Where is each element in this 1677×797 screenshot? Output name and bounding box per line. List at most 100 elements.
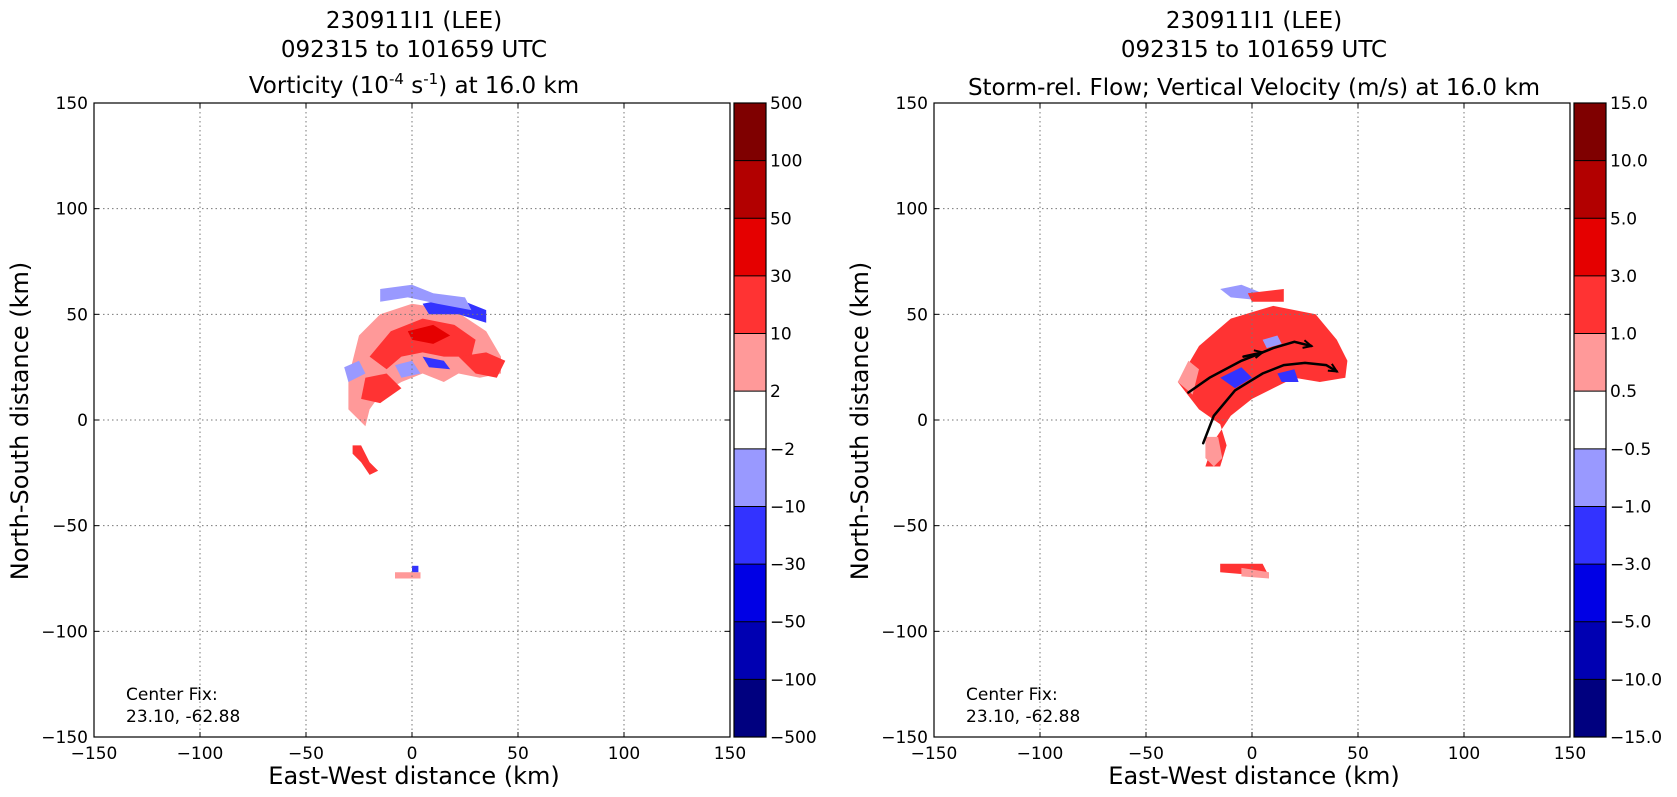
colorbar-tick-label: −500 (770, 728, 817, 748)
colorbar-segment (734, 564, 766, 622)
colorbar-tick-label: −50 (770, 613, 806, 633)
field-region (1277, 369, 1299, 382)
x-tick-label: 150 (1554, 744, 1586, 764)
colorbar-segment (734, 160, 766, 219)
streamline-arrowhead (1327, 363, 1339, 373)
panel-title-line2: 092315 to 101659 UTC (1121, 37, 1387, 63)
field-region (1177, 360, 1199, 395)
colorbar-tick-label: 30 (770, 267, 792, 287)
y-tick-label: −50 (52, 517, 88, 537)
panel-title-line1: 230911I1 (LEE) (326, 8, 502, 34)
colorbar-segment (1574, 275, 1606, 334)
field-region (407, 324, 451, 344)
field-region (422, 356, 451, 370)
field-region (1220, 367, 1252, 389)
y-tick-label: −150 (881, 728, 928, 748)
field-region (395, 360, 421, 378)
colorbar-segment (734, 218, 766, 276)
y-tick-label: −50 (892, 517, 928, 537)
y-tick-label: −150 (41, 728, 88, 748)
streamline-arrowhead (1302, 339, 1314, 349)
x-tick-label: −100 (1017, 744, 1064, 764)
colorbar-tick-label: −5.0 (1610, 613, 1651, 633)
colorbar-tick-label: −1.0 (1610, 497, 1651, 517)
colorbar-segment (1574, 621, 1606, 680)
colorbar-segment (734, 333, 766, 392)
center-fix-label: Center Fix: (126, 685, 218, 705)
colorbar-segment (1574, 564, 1606, 622)
colorbar-segment (734, 448, 766, 507)
y-tick-label: 150 (896, 94, 928, 114)
x-tick-label: 150 (714, 744, 746, 764)
colorbar-tick-label: 50 (770, 209, 792, 229)
x-tick-label: −100 (177, 744, 224, 764)
panel-title-line3: Vorticity (10-4 s-1) at 16.0 km (249, 70, 579, 99)
x-tick-label: 50 (1347, 744, 1369, 764)
colorbar-tick-label: −30 (770, 555, 806, 575)
colorbar-frame (733, 102, 767, 738)
colorbar-tick-label: −10.0 (1610, 670, 1662, 690)
colorbar-tick-label: 500 (770, 94, 802, 114)
colorbar-tick-label: 10.0 (1610, 152, 1648, 172)
colorbar-tick-label: −2 (770, 440, 795, 460)
x-tick-label: 0 (1247, 744, 1258, 764)
x-tick-label: 0 (407, 744, 418, 764)
colorbar-segment (1574, 103, 1606, 161)
y-tick-label: 0 (917, 411, 928, 431)
y-axis-label: North-South distance (km) (846, 262, 874, 581)
field-region (369, 318, 476, 370)
panel-title-line2: 092315 to 101659 UTC (281, 37, 547, 63)
x-tick-label: 100 (1448, 744, 1480, 764)
colorbar-segment (734, 275, 766, 334)
colorbar-tick-label: 5.0 (1610, 209, 1637, 229)
vorticity-plot-area: −150 −100 −50 0 50 100 150 150 100 50 0 −50 −100 −150 (41, 94, 746, 764)
vertical-velocity-colorbar: 15.0 10.0 5.0 3.0 1.0 0.5 −0.5 −1.0 −3.0 −5.0 −10.… (1573, 94, 1662, 748)
colorbar-tick-label: 1.0 (1610, 325, 1637, 345)
colorbar-tick-label: −15.0 (1610, 728, 1662, 748)
colorbar-segment (1574, 506, 1606, 565)
colorbar-tick-label: −10 (770, 497, 806, 517)
x-tick-label: −150 (71, 744, 118, 764)
x-axis-label: East-West distance (km) (268, 762, 559, 790)
field-region (352, 445, 379, 475)
colorbar-segment (734, 506, 766, 565)
field-region (1205, 436, 1223, 467)
y-tick-label: −100 (41, 622, 88, 642)
field-region (458, 352, 506, 378)
y-tick-label: 150 (56, 94, 88, 114)
center-fix-coordinates: 23.10, -62.88 (126, 707, 240, 727)
streamline (1242, 351, 1264, 358)
panel-title-line3: Storm-rel. Flow; Vertical Velocity (m/s)… (968, 75, 1540, 101)
colorbar-tick-label: 100 (770, 152, 802, 172)
colorbar-segment (734, 103, 766, 161)
streamline (1201, 361, 1339, 445)
colorbar-segment (1574, 448, 1606, 507)
colorbar-segment (1574, 391, 1606, 449)
panel-title-line1: 230911I1 (LEE) (1166, 8, 1342, 34)
colorbar-tick-label: 10 (770, 325, 792, 345)
colorbar-tick-label: 15.0 (1610, 94, 1648, 114)
colorbar-segment (734, 621, 766, 680)
colorbar-tick-label: 2 (770, 382, 781, 402)
y-tick-label: 100 (56, 200, 88, 220)
x-axis-label: East-West distance (km) (1108, 762, 1399, 790)
vorticity-colorbar: 500 100 50 30 10 2 −2 −10 −30 −50 −100 −500 (733, 94, 817, 748)
field-region (412, 565, 419, 573)
colorbar-tick-label: −0.5 (1610, 440, 1651, 460)
vertical-velocity-plot-area: −150 −100 −50 0 50 100 150 150 100 50 0 −50 −100 −150 (881, 94, 1586, 764)
colorbar-segment (734, 679, 766, 737)
colorbar-tick-label: −100 (770, 670, 817, 690)
vertical-velocity-panel: 230911I1 (LEE) 092315 to 101659 UTC Stor… (846, 8, 1662, 790)
field-region (1262, 335, 1282, 349)
y-tick-label: −100 (881, 622, 928, 642)
field-region (1177, 305, 1348, 467)
field-region (361, 373, 402, 404)
center-fix-coordinates: 23.10, -62.88 (966, 707, 1080, 727)
colorbar-segment (734, 391, 766, 449)
vorticity-panel: 230911I1 (LEE) 092315 to 101659 UTC Vort… (6, 8, 817, 790)
colorbar-segment (1574, 333, 1606, 392)
colorbar-frame (1573, 102, 1607, 738)
colorbar-tick-label: −3.0 (1610, 555, 1651, 575)
y-tick-label: 100 (896, 200, 928, 220)
